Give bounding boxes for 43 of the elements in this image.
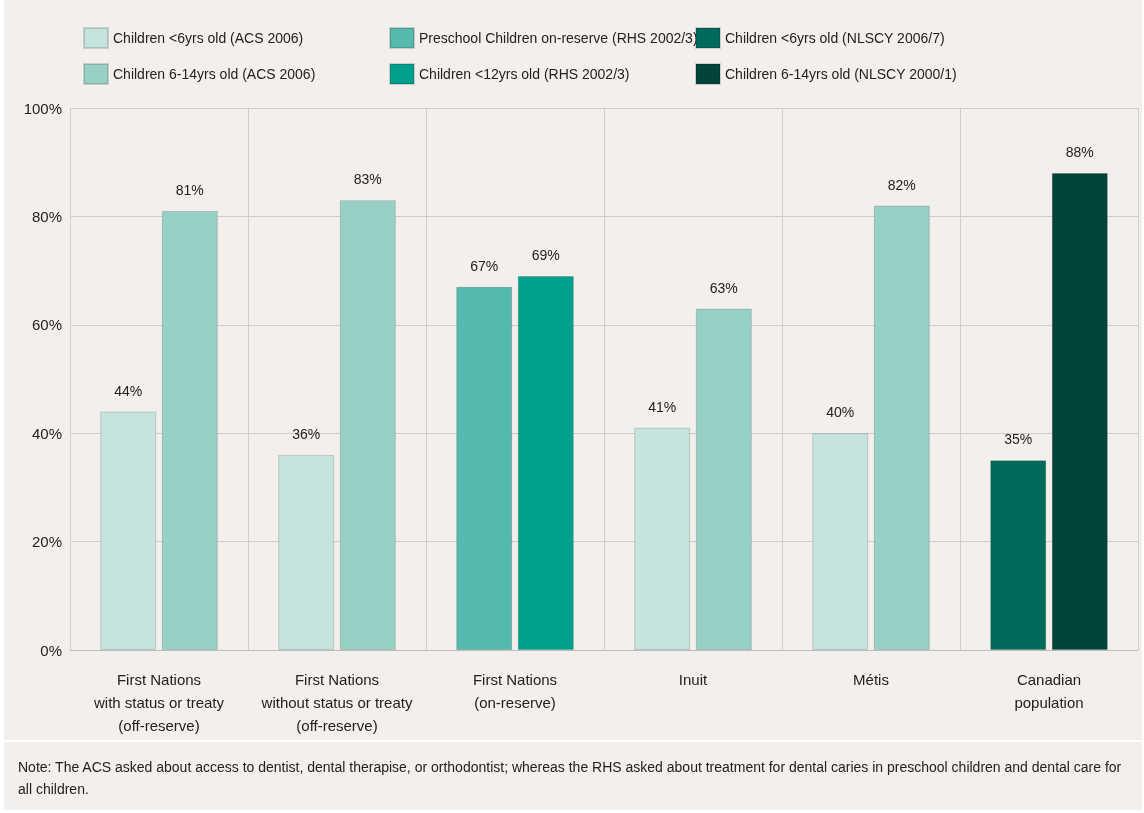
data-label: 83% bbox=[353, 171, 382, 188]
legend-label: Children <12yrs old (RHS 2002/3) bbox=[419, 66, 630, 82]
data-label: 40% bbox=[826, 404, 855, 421]
legend-label: Children 6-14yrs old (ACS 2006) bbox=[113, 66, 316, 82]
bar bbox=[812, 433, 869, 650]
y-tick-label: 40% bbox=[31, 424, 62, 442]
y-tick-label: 60% bbox=[31, 316, 62, 334]
bar bbox=[278, 454, 335, 650]
data-label: 67% bbox=[470, 257, 499, 274]
legend-label: Preschool Children on-reserve (RHS 2002/3) bbox=[419, 30, 698, 46]
data-label: 88% bbox=[1065, 144, 1094, 161]
x-tick-label: First Nations with status or treaty (off-reserve) bbox=[92, 671, 225, 734]
bar bbox=[873, 205, 930, 650]
bar bbox=[517, 276, 574, 650]
bar bbox=[990, 460, 1047, 650]
x-tick-label: Canadian population bbox=[1014, 671, 1084, 711]
text: Note: The ACS asked about access to dentist, dental therapise, or orthodontist; whereas the RHS asked about treatment for dental caries in preschool children and dental care for all children. bbox=[18, 758, 1123, 799]
data-label: 81% bbox=[175, 181, 204, 198]
bar bbox=[1051, 173, 1108, 650]
bar bbox=[100, 411, 157, 650]
y-tick-label: 20% bbox=[31, 533, 62, 551]
data-label: 63% bbox=[709, 279, 738, 296]
data-label: 35% bbox=[1004, 431, 1033, 448]
data-label: 36% bbox=[292, 425, 321, 442]
bar bbox=[634, 427, 691, 650]
y-tick-label: 0% bbox=[40, 641, 62, 659]
bar bbox=[695, 308, 752, 650]
bar bbox=[339, 200, 396, 650]
x-tick-label: Inuit bbox=[678, 671, 708, 688]
data-label: 82% bbox=[887, 176, 916, 193]
y-tick-label: 80% bbox=[31, 207, 62, 225]
data-label: 69% bbox=[531, 247, 560, 264]
bar bbox=[456, 286, 513, 650]
x-tick-label: First Nations (on-reserve) bbox=[472, 671, 558, 711]
x-tick-label: First Nations without status or treaty (off-reserve) bbox=[260, 671, 413, 734]
bar bbox=[161, 210, 218, 650]
y-tick-label: 100% bbox=[23, 99, 62, 117]
data-label: 44% bbox=[114, 382, 143, 399]
legend-label: Children 6-14yrs old (NLSCY 2000/1) bbox=[725, 66, 957, 82]
x-tick-label: Métis bbox=[853, 671, 889, 688]
legend-label: Children <6yrs old (NLSCY 2006/7) bbox=[725, 30, 945, 46]
data-label: 41% bbox=[648, 398, 677, 415]
legend-label: Children <6yrs old (ACS 2006) bbox=[113, 30, 304, 46]
